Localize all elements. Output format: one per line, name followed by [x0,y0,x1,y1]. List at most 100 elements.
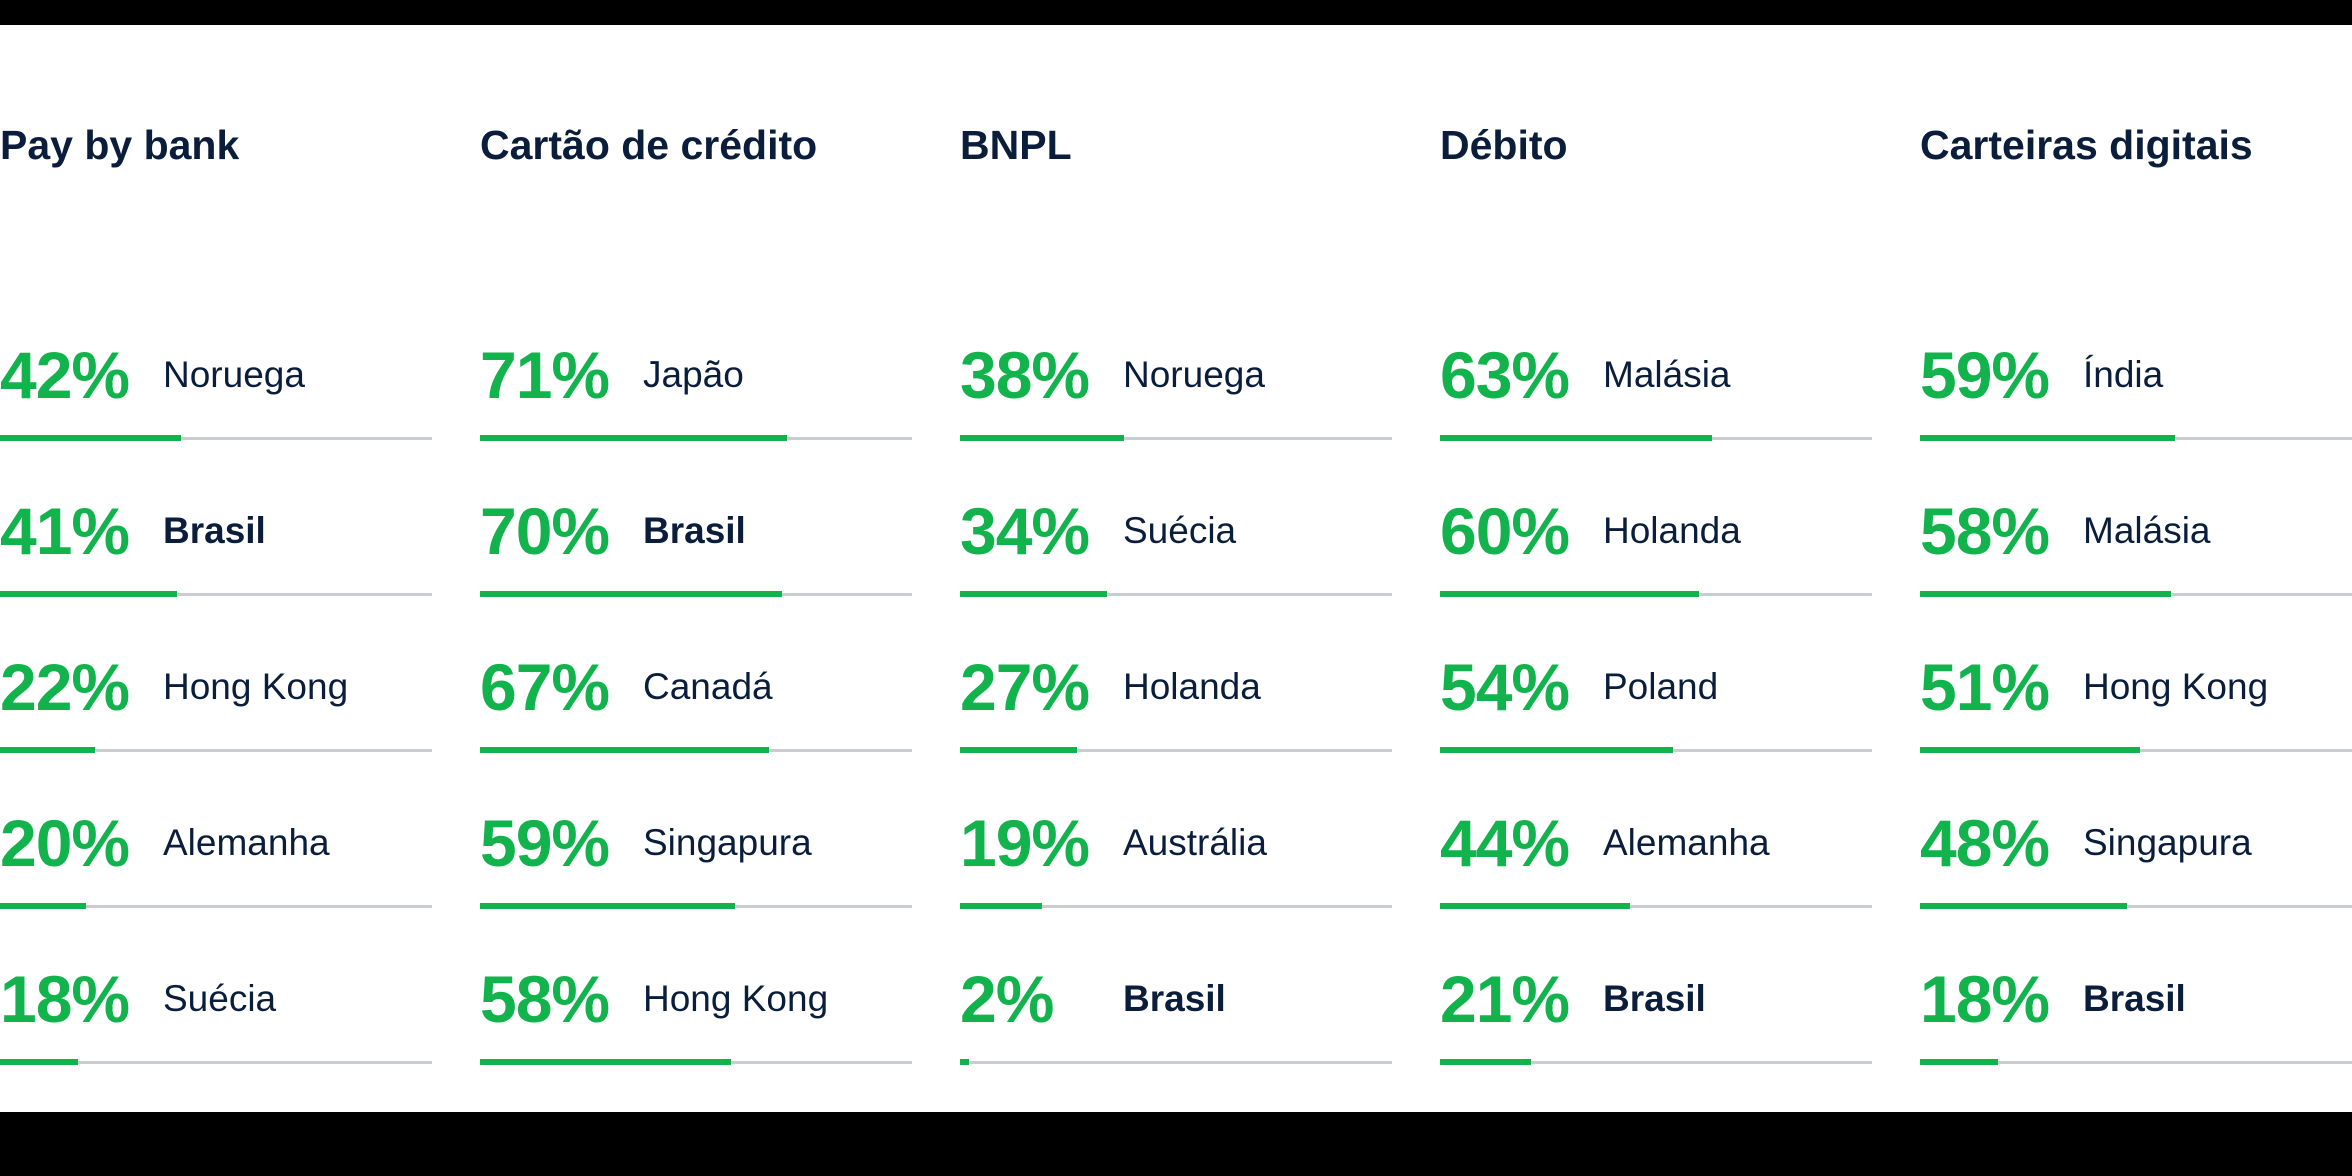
progress-bar [0,591,432,597]
percentage-value: 54% [1440,650,1570,724]
percentage-value: 21% [1440,962,1570,1036]
column-carteiras-digitais: Carteiras digitais 59% Índia 58% Malásia… [1920,0,2352,1176]
country-label: Noruega [1123,354,1265,395]
stat-row: 71% Japão [480,338,912,453]
progress-track [1440,905,1872,908]
country-label: Austrália [1123,822,1267,863]
percentage-value: 60% [1440,494,1570,568]
country-label: Suécia [163,978,277,1019]
country-label: Suécia [1123,510,1237,551]
progress-bar [1920,903,2352,909]
percentage-value: 67% [480,650,610,724]
progress-bar [480,1059,912,1065]
column-title: Cartão de crédito [480,122,818,168]
percentage-value: 22% [0,650,130,724]
percentage-value: 34% [960,494,1090,568]
progress-track [0,749,432,752]
percentage-value: 38% [960,338,1090,412]
progress-bar [960,435,1392,441]
stat-row: 70% Brasil [480,498,912,609]
stat-row: 51% Hong Kong [1920,650,2352,765]
progress-track [1920,1061,2352,1064]
percentage-value: 41% [0,494,130,568]
percentage-value: 63% [1440,338,1570,412]
progress-bar [0,1059,432,1065]
country-label: Japão [643,354,744,395]
progress-bar [960,1059,1392,1065]
stat-row: 2% Brasil [960,962,1392,1077]
country-label: Malásia [2083,510,2211,551]
country-label: Canadá [643,666,773,707]
progress-track [0,437,432,440]
stat-row: 54% Poland [1440,650,1872,765]
stat-row: 18% Brasil [1920,962,2352,1077]
column-title: Débito [1440,122,1568,168]
progress-fill [0,747,96,753]
percentage-value: 18% [1920,962,2050,1036]
column-title: BNPL [960,122,1072,168]
stat-row: 60% Holanda [1440,494,1872,609]
country-label: Brasil [163,510,266,551]
stat-row: 41% Brasil [0,494,432,609]
stat-row: 42% Noruega [0,342,432,453]
country-label: Hong Kong [2083,666,2269,707]
progress-fill [960,903,1043,909]
country-label: Noruega [163,354,305,395]
progress-fill [1920,903,2128,909]
progress-bar [1920,747,2352,753]
progress-track [960,437,1392,440]
percentage-value: 59% [480,806,610,880]
progress-bar [480,591,912,597]
progress-fill [1920,591,2171,597]
country-label: Índia [2083,354,2164,395]
progress-bar [1440,903,1872,909]
progress-fill [480,591,783,597]
percentage-value: 19% [960,806,1090,880]
percentage-value: 20% [0,806,130,880]
progress-bar [1440,1059,1872,1065]
progress-bar [1920,1059,2352,1065]
progress-fill [1440,747,1674,753]
bottom-black-bar [0,1112,2352,1176]
stat-row: 27% Holanda [960,654,1392,765]
progress-bar [1920,591,2352,597]
stat-row: 59% Índia [1920,338,2352,453]
progress-fill [1920,1059,1998,1065]
progress-fill [1440,1059,1531,1065]
progress-fill [1920,747,2141,753]
stat-row: 38% Noruega [960,338,1392,453]
progress-bar [0,435,432,441]
percentage-value: 51% [1920,650,2050,724]
stat-row: 21% Brasil [1440,962,1872,1077]
progress-fill [480,435,787,441]
progress-bar [1440,591,1872,597]
progress-bar [1920,435,2352,441]
column-title: Carteiras digitais [1920,122,2253,168]
country-label: Holanda [1123,666,1261,707]
column-title: Pay by bank [0,122,240,168]
progress-fill [0,903,87,909]
country-label: Brasil [2083,978,2186,1019]
progress-track [1440,1061,1872,1064]
progress-track [0,905,432,908]
progress-track [960,749,1392,752]
percentage-value: 59% [1920,338,2050,412]
column-pay-by-bank: Pay by bank 42% Noruega 41% Brasil 22% [0,0,480,1176]
country-label: Alemanha [1603,822,1770,863]
stat-row: 58% Malásia [1920,498,2352,609]
stat-row: 44% Alemanha [1440,806,1872,921]
progress-track [960,1061,1392,1064]
progress-bar [0,747,432,753]
stat-row: 67% Canadá [480,650,912,765]
percentage-value: 44% [1440,806,1570,880]
progress-fill [1440,435,1713,441]
progress-fill [1440,903,1631,909]
percentage-value: 18% [0,962,130,1036]
progress-track [960,593,1392,596]
progress-fill [480,1059,731,1065]
percentage-value: 71% [480,338,610,412]
percentage-value: 2% [960,962,1054,1036]
progress-fill [960,1059,969,1065]
